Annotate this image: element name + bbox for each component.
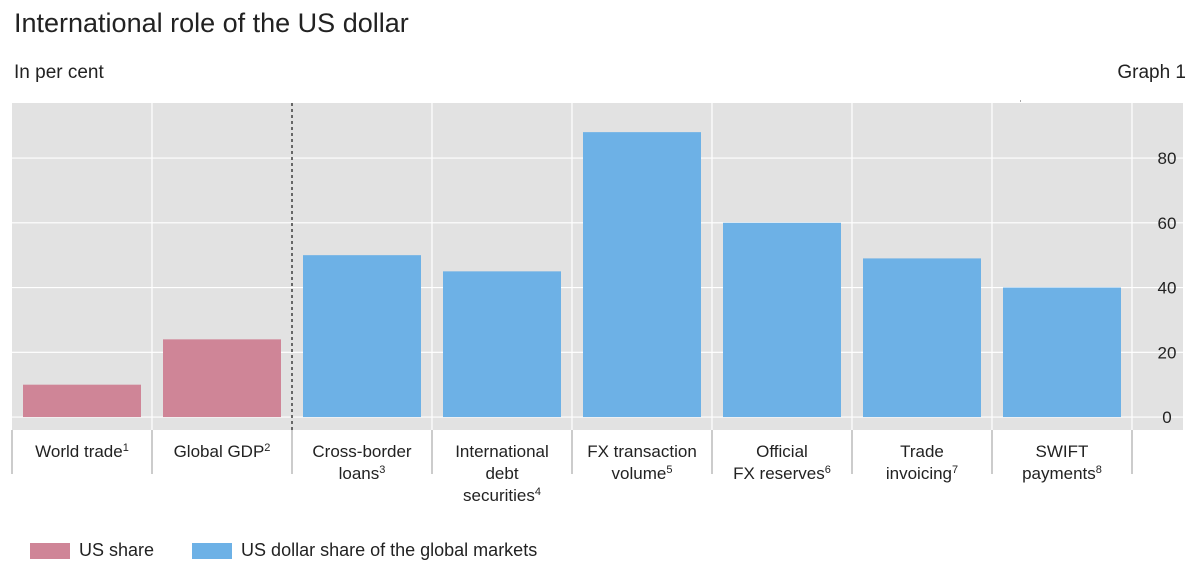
y-tick-label: 80 [1158,149,1177,168]
category-label: debt [485,464,518,483]
legend-swatch-usd-share [192,542,233,559]
category-label: FX transaction [587,442,697,461]
category-label: Trade [900,442,944,461]
y-tick-label: 60 [1158,214,1177,233]
category-label: invoicing7 [886,464,958,483]
legend-label-usd-share: US dollar share of the global markets [241,540,538,560]
unit-label: In per cent [14,62,104,83]
legend-item-usd-share: US dollar share of the global markets [192,540,537,561]
graph-number: Graph 1 [1117,62,1186,83]
y-tick-label: 0 [1162,408,1171,427]
category-label: securities4 [463,486,541,505]
legend-swatch-us-share [30,542,70,559]
category-label: volume5 [612,464,673,483]
chart-title: International role of the US dollar [14,8,409,38]
bar-chart: 0 20 40 60 80 World trade1 Global GDP2 Cross-bo… [11,100,1183,505]
bar [1003,287,1121,418]
bar [443,271,561,418]
legend: US share US dollar share of the global m… [30,540,575,561]
bar [23,384,141,418]
legend-item-us-share: US share [30,540,154,561]
legend-label-us-share: US share [79,540,155,560]
bar [723,222,841,418]
bar [863,258,981,418]
y-tick-label: 20 [1158,343,1177,362]
y-tick-label: 40 [1158,279,1177,298]
category-label: loans3 [339,464,386,483]
category-label: World trade1 [35,442,129,461]
category-label: payments8 [1022,464,1102,483]
category-label: FX reserves6 [733,464,831,483]
category-label: SWIFT [1036,442,1089,461]
bar [583,132,701,418]
category-label: Official [756,442,808,461]
category-label: Global GDP2 [174,442,271,461]
bar [163,339,281,418]
bar [303,255,421,418]
category-label: International [455,442,549,461]
category-label: Cross-border [312,442,412,461]
